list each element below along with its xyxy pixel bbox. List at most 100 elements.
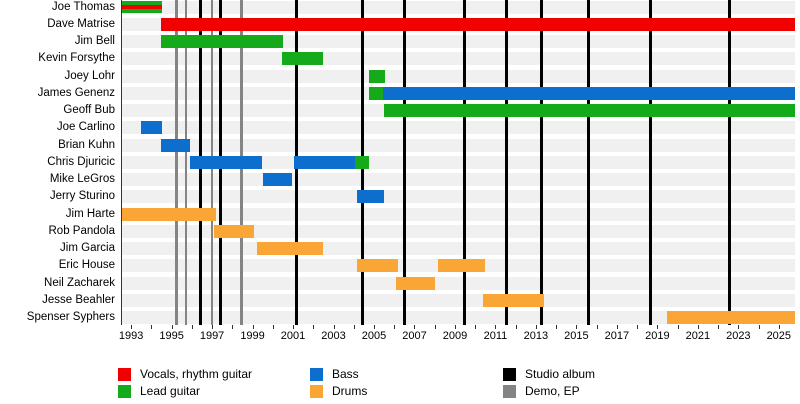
legend-swatch-drums	[310, 385, 323, 398]
axis-tick	[313, 325, 315, 329]
axis-tick	[212, 325, 214, 329]
lead-bar	[161, 35, 283, 48]
member-label: Jim Harte	[65, 207, 115, 220]
row-stripe	[122, 224, 795, 238]
axis-tick	[758, 325, 760, 329]
row-stripe	[122, 190, 795, 204]
drums-bar	[396, 276, 435, 290]
axis-tick	[374, 325, 375, 329]
drums-bar	[214, 224, 254, 238]
legend-label: Lead guitar	[140, 384, 201, 398]
row-stripe	[122, 69, 795, 83]
axis-year-label: 2021	[685, 330, 711, 342]
axis-tick	[677, 325, 679, 329]
drums-bar	[437, 259, 486, 273]
studio-album-line	[402, 0, 406, 325]
axis-year-label: 2011	[483, 330, 508, 342]
legend-label: Drums	[332, 384, 368, 398]
studio-album-line	[505, 0, 509, 325]
member-label: Joe Carlino	[56, 121, 115, 134]
axis-tick	[718, 325, 720, 329]
bass-bar	[161, 138, 190, 152]
member-label: James Genenz	[37, 86, 115, 99]
row-stripe	[122, 121, 795, 135]
row-stripe	[122, 293, 795, 307]
lead-stripe	[122, 9, 163, 14]
axis-tick	[353, 325, 355, 329]
axis-year-label: 2019	[645, 330, 670, 342]
legend-swatch-lead	[118, 385, 131, 398]
member-label: Kevin Forsythe	[38, 52, 115, 65]
row-stripe	[122, 242, 795, 255]
axis-tick	[232, 325, 234, 329]
row-stripe	[122, 207, 795, 221]
lead-bar	[281, 52, 324, 66]
studio-album-line	[540, 0, 544, 325]
legend-item-demo: Demo, EP	[503, 385, 580, 398]
drums-bar	[667, 311, 795, 324]
axis-tick	[414, 325, 416, 329]
axis-tick	[394, 325, 396, 329]
axis-year-label: 2005	[361, 330, 387, 342]
drums-bar	[256, 242, 324, 255]
legend-item-album: Studio album	[503, 368, 595, 381]
member-label: Eric House	[58, 259, 115, 272]
legend-label: Bass	[332, 367, 359, 381]
axis-tick	[475, 325, 477, 329]
legend-swatch-demo	[503, 385, 516, 398]
axis-tick	[293, 325, 295, 329]
axis-tick	[333, 325, 335, 329]
lead-bar	[368, 86, 384, 100]
member-label: Joe Thomas	[51, 0, 115, 13]
axis-tick	[131, 325, 133, 329]
member-label: Neil Zacharek	[44, 276, 115, 289]
demo-ep-line	[184, 0, 187, 325]
axis-year-label: 2009	[442, 330, 468, 342]
axis-tick	[576, 325, 578, 329]
axis-year-label: 2023	[726, 330, 751, 342]
axis-year-label: 1997	[199, 330, 225, 342]
vocals-stripe	[122, 4, 163, 10]
axis-tick	[535, 325, 537, 329]
studio-album-line	[727, 0, 731, 325]
bass-bar	[262, 173, 293, 186]
axis-year-label: 2015	[564, 330, 589, 342]
legend-swatch-vocals	[118, 368, 131, 381]
member-label: Jim Bell	[74, 35, 115, 47]
axis-tick	[454, 325, 456, 329]
legend: Vocals, rhythm guitar Lead guitar Bass Drum…	[0, 361, 800, 404]
legend-item-vocals: Vocals, rhythm guitar	[118, 368, 252, 381]
x-axis: 1993 1995 1997 1999 2001 2003 2005 2007 2009 2011…	[119, 325, 794, 347]
row-stripe	[122, 311, 795, 324]
bass-bar	[189, 155, 262, 169]
axis-tick	[495, 325, 497, 329]
drums-bar	[122, 207, 217, 221]
drums-bar	[356, 259, 399, 273]
member-label: Jerry Sturino	[49, 190, 115, 203]
vocals-bar	[161, 17, 795, 31]
legend-label: Studio album	[525, 367, 596, 381]
axis-tick	[272, 325, 274, 329]
studio-album-line	[462, 0, 466, 325]
axis-year-label: 2025	[766, 330, 792, 342]
axis-year-label: 2003	[321, 330, 346, 342]
axis-tick	[252, 325, 254, 329]
row-stripe	[122, 0, 795, 14]
member-label: Joey Lohr	[64, 69, 115, 82]
demo-ep-line	[175, 0, 178, 325]
axis-year-label: 2017	[604, 330, 630, 342]
legend-swatch-album	[503, 368, 516, 381]
axis-year-label: 2007	[402, 330, 427, 342]
row-stripe	[122, 35, 795, 48]
row-stripe	[122, 52, 795, 66]
legend-swatch-bass	[310, 368, 323, 381]
member-label: Jesse Beahler	[42, 293, 115, 306]
axis-tick	[778, 325, 780, 329]
legend-item-lead: Lead guitar	[118, 385, 200, 398]
lead-bar	[384, 104, 795, 117]
axis-tick	[434, 325, 436, 329]
axis-tick	[657, 325, 659, 329]
drums-bar	[483, 293, 544, 307]
axis-tick	[191, 325, 193, 329]
